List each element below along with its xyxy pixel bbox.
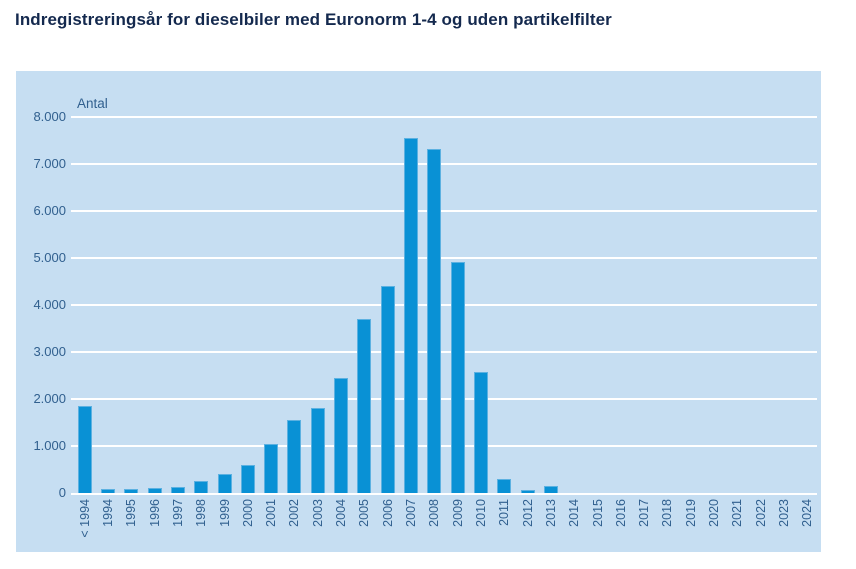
x-tick-label: 1996	[147, 499, 162, 527]
gridline	[71, 257, 817, 259]
bar-2011	[497, 478, 512, 493]
x-tick-label: 2021	[730, 499, 745, 527]
y-tick-label: 6.000	[33, 203, 66, 218]
x-tick-label: 2000	[240, 499, 255, 527]
x-tick-label: 2006	[380, 499, 395, 527]
x-tick-label: 2009	[450, 499, 465, 527]
x-tick-label: 2011	[497, 499, 512, 526]
bar-2010	[473, 372, 488, 493]
gridline	[71, 445, 817, 447]
y-tick-label: 5.000	[33, 250, 66, 265]
x-tick-label: 2012	[520, 499, 535, 527]
chart-panel: Antal 0 1.000 2.000 3.000 4.000 5.000 6.000 7.0…	[16, 71, 821, 552]
bar-1996	[147, 488, 162, 493]
y-tick-label: 8.000	[33, 109, 66, 124]
gridline	[71, 163, 817, 165]
x-tick-label: 2010	[473, 499, 488, 527]
bar-1999	[217, 473, 232, 493]
x-tick-label: < 1994	[77, 499, 92, 538]
bar-1997	[170, 486, 185, 493]
gridline	[71, 351, 817, 353]
x-tick-label: 1998	[194, 499, 209, 527]
x-tick-label: 2018	[660, 499, 675, 527]
bar-2009	[450, 262, 465, 493]
gridline	[71, 304, 817, 306]
gridline	[71, 116, 817, 118]
x-tick-label: 2019	[683, 499, 698, 527]
gridline	[71, 398, 817, 400]
bar-2004	[334, 377, 349, 493]
bar-2000	[240, 464, 255, 493]
x-tick-label: 2015	[590, 499, 605, 527]
x-tick-label: 2005	[357, 499, 372, 527]
x-tick-label: 2014	[567, 499, 582, 527]
x-tick-label: 2020	[707, 499, 722, 527]
x-tick-label: 2002	[287, 499, 302, 527]
bar-2002	[287, 420, 302, 493]
y-tick-label: 4.000	[33, 297, 66, 312]
x-tick-label: 1995	[124, 499, 139, 527]
bar-2001	[264, 443, 279, 493]
y-tick-label: 1.000	[33, 438, 66, 453]
x-tick-label: 2008	[427, 499, 442, 527]
bar-2003	[310, 408, 325, 493]
bar-2012	[520, 489, 535, 493]
x-tick-label: 1999	[217, 499, 232, 527]
y-axis-label: Antal	[77, 96, 108, 111]
x-tick-label: 2016	[613, 499, 628, 527]
x-tick-label: 2001	[264, 499, 279, 527]
x-tick-label: 1994	[100, 499, 115, 527]
bar-2007	[404, 138, 419, 493]
bar-2006	[380, 286, 395, 493]
x-tick-label: 2017	[637, 499, 652, 527]
plot-area	[71, 116, 817, 495]
x-tick-label: 2004	[334, 499, 349, 527]
y-tick-label: 3.000	[33, 344, 66, 359]
bar-< 1994	[77, 406, 92, 493]
bar-1998	[194, 480, 209, 493]
y-tick-label: 7.000	[33, 156, 66, 171]
chart-title: Indregistreringsår for dieselbiler med E…	[15, 10, 612, 29]
x-axis-line	[71, 493, 817, 495]
bar-2005	[357, 319, 372, 493]
bar-2013	[543, 485, 558, 493]
bar-1995	[124, 489, 139, 493]
x-tick-label: 2003	[310, 499, 325, 527]
bar-2008	[427, 148, 442, 493]
gridline	[71, 210, 817, 212]
y-tick-label: 2.000	[33, 391, 66, 406]
x-tick-label: 2022	[753, 499, 768, 527]
x-tick-label: 2013	[543, 499, 558, 527]
x-tick-label: 1997	[170, 499, 185, 527]
y-tick-label: 0	[58, 485, 66, 500]
bar-1994	[100, 489, 115, 493]
x-tick-label: 2007	[404, 499, 419, 527]
x-tick-label: 2023	[777, 499, 792, 527]
x-tick-label: 2024	[800, 499, 815, 527]
